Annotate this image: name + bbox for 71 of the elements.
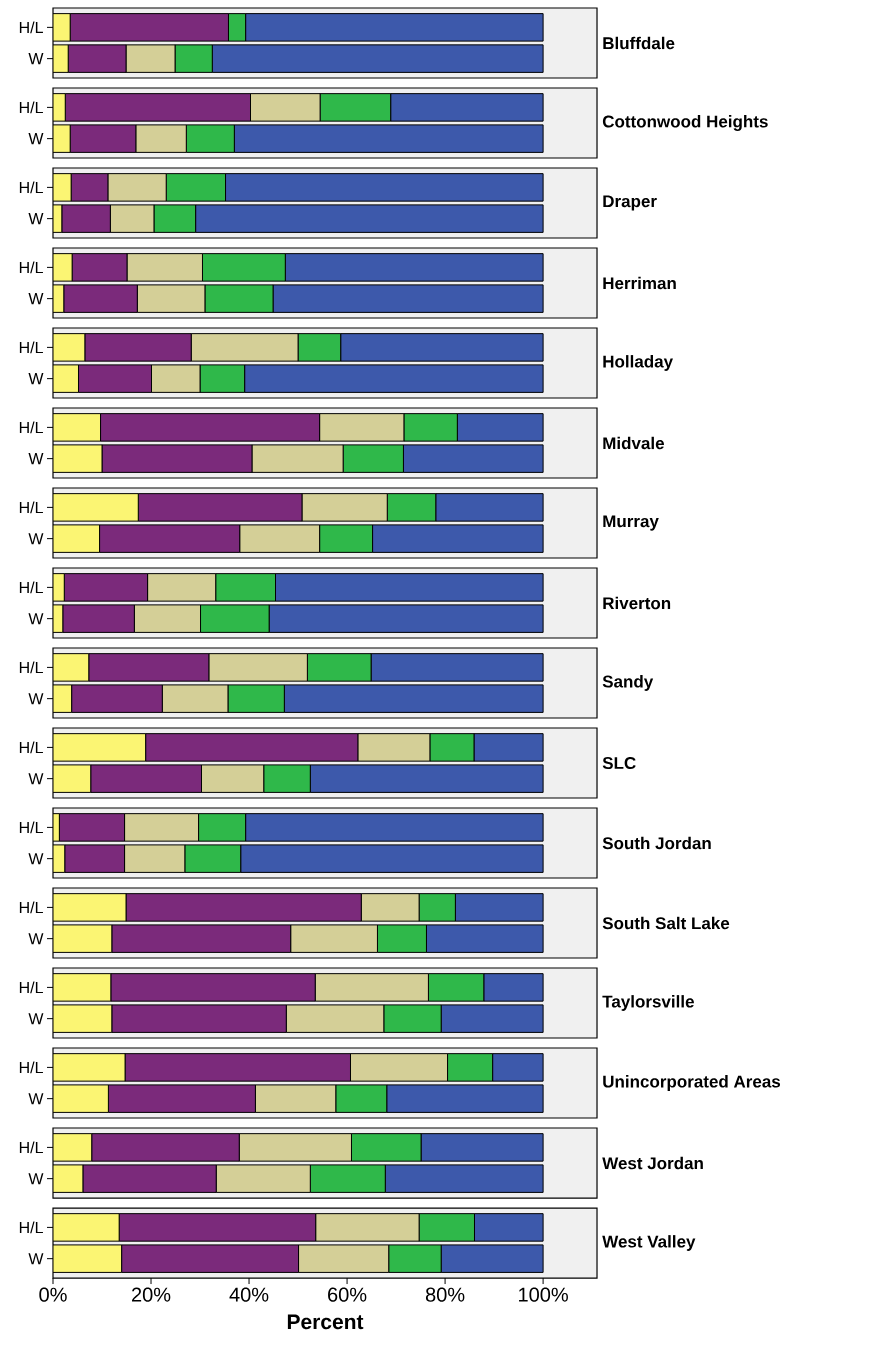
x-tick-label: 100% — [519, 1287, 568, 1302]
x-tick-label: 80% — [425, 1287, 465, 1302]
x-tick-label: 40% — [229, 1287, 269, 1302]
y-tick-label: H/L — [19, 581, 43, 594]
x-tick-label: 60% — [328, 1287, 367, 1302]
bar — [53, 893, 127, 922]
x-tick-label: 20% — [132, 1287, 171, 1302]
y-tick-label: W — [28, 1093, 44, 1105]
bar — [53, 524, 101, 553]
y-tick-label: W — [28, 1013, 44, 1025]
y-tick-label: W — [28, 533, 44, 545]
y-tick-label: W — [28, 453, 44, 465]
y-tick-label: W — [28, 693, 44, 705]
text: South Salt Lake — [602, 916, 730, 930]
y-tick-label: H/L — [19, 101, 43, 114]
y-tick-label: W — [28, 1253, 44, 1265]
text: Herriman — [603, 276, 676, 290]
y-tick-label: W — [28, 773, 44, 785]
bar — [53, 1004, 113, 1033]
text: Draper — [603, 195, 657, 211]
y-tick-label: W — [28, 1173, 44, 1185]
bar — [53, 493, 139, 522]
text: Bluffdale — [603, 36, 675, 50]
y-tick-label: H/L — [19, 821, 43, 834]
text: Unincorporated Areas — [603, 1075, 781, 1091]
text: West Valley — [602, 1235, 696, 1251]
y-tick-label: H/L — [19, 741, 43, 754]
y-tick-label: H/L — [19, 501, 43, 514]
text: Sandy — [602, 675, 654, 691]
bar — [53, 973, 112, 1002]
text: Riverton — [603, 596, 671, 610]
y-tick-label: H/L — [19, 661, 43, 674]
y-tick-label: H/L — [19, 981, 43, 994]
text: SLC — [602, 757, 636, 770]
y-tick-label: H/L — [19, 21, 43, 34]
y-tick-label: W — [28, 613, 44, 625]
y-tick-label: W — [28, 213, 44, 225]
y-tick-label: H/L — [19, 261, 43, 274]
bar — [53, 1133, 93, 1162]
y-tick-label: H/L — [19, 1061, 43, 1074]
x-tick-label: 0% — [39, 1287, 67, 1302]
y-tick-label: H/L — [19, 901, 43, 914]
y-tick-label: H/L — [19, 1221, 43, 1234]
bar — [53, 733, 147, 762]
text: Cottonwood Heights — [602, 115, 768, 131]
bar — [53, 1053, 126, 1082]
y-tick-label: W — [28, 373, 44, 385]
text: Taylorsville — [602, 995, 694, 1011]
bar — [53, 1244, 123, 1273]
text: Holladay — [603, 355, 673, 371]
bar — [53, 653, 90, 682]
bar — [53, 924, 113, 953]
y-tick-label: H/L — [19, 1141, 43, 1154]
y-tick-label: W — [28, 293, 44, 305]
bar — [53, 764, 92, 793]
bar — [53, 413, 102, 442]
y-tick-label: W — [28, 133, 44, 145]
y-tick-label: H/L — [19, 421, 43, 434]
text: South Jordan — [602, 836, 711, 850]
y-tick-label: W — [28, 853, 44, 865]
text: Midvale — [603, 436, 664, 450]
y-tick-label: W — [28, 53, 44, 65]
y-tick-label: W — [28, 933, 44, 945]
x-axis-title: Percent — [287, 1314, 364, 1330]
y-tick-label: H/L — [19, 181, 43, 194]
text: Murray — [603, 515, 659, 531]
bar — [53, 1084, 109, 1113]
y-tick-label: H/L — [19, 341, 43, 354]
bar — [53, 444, 103, 473]
bar — [53, 1213, 120, 1242]
text: West Jordan — [602, 1156, 703, 1170]
